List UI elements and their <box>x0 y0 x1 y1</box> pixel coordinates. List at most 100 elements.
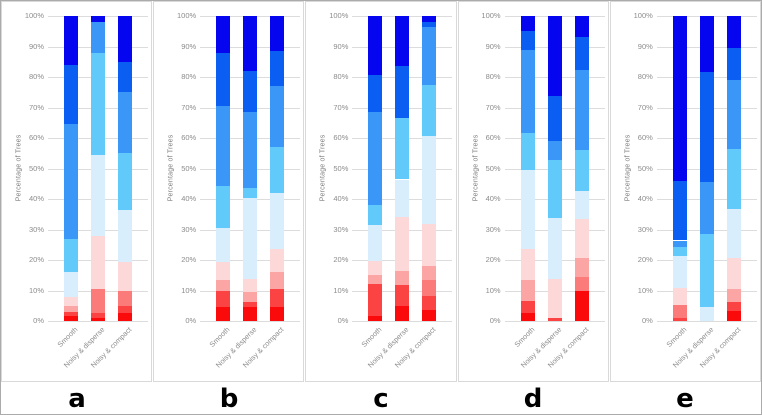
bar-segment-dark_blue <box>574 16 589 38</box>
panel-letter-cell: c <box>305 384 457 414</box>
bar-segment-pale_pink <box>118 261 132 291</box>
y-axis-title: Percentage of Trees <box>472 134 480 202</box>
bar-segment-pale_blue <box>243 198 258 280</box>
bar-segment-royal_blue <box>64 64 78 125</box>
y-tick-label: 70% <box>28 102 44 112</box>
panel-letter-e: e <box>676 383 694 414</box>
bar-segment-bright_red <box>91 317 105 321</box>
bar-segment-salmon <box>270 272 285 289</box>
panel-letter-d: d <box>523 383 543 414</box>
chart-panel-b: 100% 90% 80% 70% 60% 50% 40% 30% 20% 10% 0% Percent… <box>153 1 305 382</box>
x-tick-label: Noisy & compact <box>393 325 438 370</box>
bar-segment-dark_blue <box>699 16 714 73</box>
gridline <box>656 321 757 322</box>
bar-segment-red <box>395 284 410 307</box>
y-tick-label: 100% <box>177 11 197 20</box>
bar-segment-pale_pink <box>726 258 741 290</box>
y-tick-label: 30% <box>181 224 197 234</box>
y-tick-label: 40% <box>181 194 197 203</box>
y-tick-label: 50% <box>28 163 44 173</box>
y-tick-label: 10% <box>485 285 501 295</box>
bar-segment-salmon_red <box>91 288 105 314</box>
bar-segment-dark_blue <box>547 16 562 97</box>
x-tick-label: Noisy & compact <box>545 325 590 370</box>
y-tick-label: 80% <box>485 72 501 81</box>
chart-panel-d: 100% 90% 80% 70% 60% 50% 40% 30% 20% 10% 0% Percent… <box>457 1 609 382</box>
bar-segment-red <box>547 317 562 321</box>
bar-segment-pale_blue <box>547 217 562 280</box>
bar-segment-bright_red <box>118 313 132 321</box>
y-tick-label: 70% <box>637 102 653 112</box>
y-tick-label: 40% <box>333 194 349 203</box>
bar-segment-sky_blue <box>574 150 589 191</box>
y-tick-label: 40% <box>28 194 44 203</box>
bar-segment-sky_blue <box>64 238 78 273</box>
y-tick-label: 10% <box>333 285 349 295</box>
chart-panel-e: 100% 90% 80% 70% 60% 50% 40% 30% 20% 10% 0% Percent… <box>609 1 761 382</box>
bar-segment-salmon_red <box>118 290 132 306</box>
bar-segment-royal_blue <box>672 181 687 241</box>
bar-segment-dodger_blue <box>64 124 78 239</box>
bar-segment-salmon_red <box>422 279 437 296</box>
bar-segment-royal_blue <box>395 66 410 119</box>
bar-segment-royal_blue <box>574 37 589 70</box>
bar-segment-royal_blue <box>216 52 231 106</box>
y-tick-label: 0% <box>33 316 44 325</box>
bar-noisy-compact <box>726 16 741 321</box>
bar-segment-bright_red <box>270 306 285 321</box>
bar-segment-pale_blue <box>726 209 741 259</box>
bar-segment-dark_blue <box>118 16 132 62</box>
bar-segment-pale_pink <box>368 261 383 276</box>
bar-noisy-compact <box>422 16 437 321</box>
bar-segment-pale_pink <box>422 224 437 267</box>
bar-segment-pale_pink <box>672 287 687 306</box>
y-tick-label: 40% <box>637 194 653 203</box>
gridline <box>200 321 301 322</box>
bar-segment-salmon_red <box>574 277 589 292</box>
panel-letter-a: a <box>68 383 86 414</box>
y-tick-label: 70% <box>333 102 349 112</box>
bar-noisy-compact <box>270 16 285 321</box>
bar-segment-sky_blue <box>270 147 285 194</box>
y-tick-label: 10% <box>637 285 653 295</box>
y-tick-label: 90% <box>28 41 44 51</box>
bar-segment-red <box>422 295 437 311</box>
bar-segment-dark_blue <box>216 16 231 53</box>
x-tick-label: Noisy & compact <box>697 325 743 370</box>
bar-segment-red <box>64 311 78 317</box>
bar-segment-sky_blue <box>368 205 383 226</box>
bar-segment-bright_red <box>422 310 437 321</box>
bar-noisy-compact <box>118 16 132 321</box>
bar-segment-pale_blue <box>64 272 78 297</box>
bar-segment-pale_pink <box>270 248 285 273</box>
bar-segment-royal_blue <box>243 70 258 113</box>
bar-noisy-disperse <box>395 16 410 321</box>
y-tick-label: 50% <box>485 163 501 173</box>
bar-segment-bright_red <box>64 316 78 321</box>
y-tick-label: 60% <box>333 133 349 142</box>
bar-segment-bright_red <box>368 315 383 321</box>
bar-segment-royal_blue <box>699 72 714 183</box>
y-tick-label: 90% <box>485 41 501 51</box>
y-tick-label: 100% <box>329 11 349 20</box>
bar-segment-bright_red <box>574 291 589 321</box>
y-tick-label: 60% <box>28 133 44 142</box>
bar-segment-salmon <box>216 279 231 291</box>
y-axis-title: Percentage of Trees <box>15 134 23 202</box>
y-tick-label: 90% <box>637 41 653 51</box>
bar-segment-dark_blue <box>91 16 105 23</box>
y-tick-label: 20% <box>28 255 44 264</box>
bar-segment-dodger_blue <box>574 69 589 151</box>
bar-segment-pale_blue <box>422 136 437 225</box>
bar-segment-pale_blue <box>672 256 687 288</box>
bar-segment-pale_blue <box>270 193 285 249</box>
bar-segment-sky_blue <box>118 153 132 210</box>
bar-segment-royal_blue <box>118 61 132 93</box>
y-tick-label: 20% <box>637 255 653 264</box>
bar-segment-red <box>216 290 231 307</box>
bar-noisy-disperse <box>91 16 105 321</box>
bar-segment-sky_blue <box>422 84 437 137</box>
gridline <box>504 321 605 322</box>
y-tick-label: 10% <box>181 285 197 295</box>
bar-segment-dodger_blue <box>520 49 535 134</box>
